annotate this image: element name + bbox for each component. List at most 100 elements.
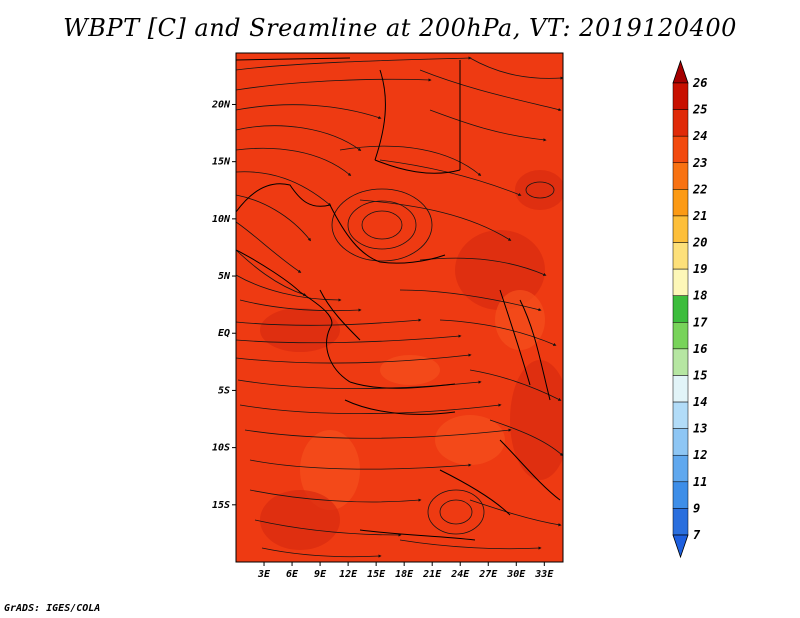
country-border [359,529,476,541]
streamline [236,221,302,273]
colorbar-swatch [672,375,689,403]
field-patch [260,490,340,550]
field-patch [510,360,563,480]
streamline [236,274,342,302]
streamline [399,289,542,312]
credit-text: GrADS: IGES/COLA [4,603,101,614]
colorbar-label: 14 [693,395,707,409]
streamline [261,547,382,558]
colorbar-bottom-arrow [672,534,689,559]
streamline [469,57,563,80]
lat-label: 10N [212,214,231,225]
streamline [399,539,542,550]
streamline [236,125,362,151]
streamline [236,147,352,177]
lat-label: 15S [212,500,230,511]
colorbar-swatch [672,82,689,110]
lat-label: 5S [218,385,230,396]
colorbar-label: 26 [692,76,707,90]
streamline [439,319,557,346]
lon-label: 30E [506,569,526,580]
colorbar-label: 13 [693,422,707,436]
map-title: WBPT [C] and Sreamline at 200hPa, VT: 20… [63,14,737,42]
colorbar-swatch [672,135,689,164]
circulation-streamline [439,499,473,525]
lon-labels: 3E 6E 9E 12E 15E 18E 21E 24E 27E 30E 33E [257,569,554,580]
colorbar-swatch [672,242,689,270]
streamline [249,459,472,470]
streamline [339,145,482,177]
country-border [374,69,386,161]
streamline [489,419,563,457]
streamline [429,109,547,142]
streamline [249,489,422,503]
colorbar-swatch [672,295,689,323]
country-border [519,299,551,401]
country-border [344,399,456,415]
field-patch [380,355,440,385]
colorbar-label: 11 [693,475,707,489]
colorbar-swatch [672,162,689,190]
field-patch [495,290,545,350]
colorbar-label: 17 [693,315,708,329]
lon-label: 9E [314,569,327,580]
lat-label: 10S [212,443,230,454]
lon-label: 33E [534,569,554,580]
country-border [349,381,456,389]
country-border [439,469,511,516]
streamline [236,334,462,344]
circulation-streamline [347,200,417,250]
colorbar-label: 25 [692,103,707,117]
lat-labels: 20N 15N 10N 5N EQ 5S 10S 15S [211,99,231,510]
streamline [236,318,422,326]
lon-label: 15E [367,569,386,580]
lon-label: 21E [422,569,442,580]
streamline [419,257,547,276]
country-border [374,159,461,174]
country-border [236,249,351,383]
lat-label: 15N [212,157,231,168]
country-border [319,289,361,341]
lon-label: 6E [286,569,299,580]
country-border [236,57,351,61]
streamline [419,69,562,112]
streamline [236,249,307,297]
streamline [239,403,502,415]
colorbar-swatch [672,189,689,217]
axis-ticks [232,103,545,566]
lat-label: 20N [211,99,231,110]
colorbar: 26 25 24 23 22 21 20 19 18 17 16 15 14 13 12 11 9 7 [672,59,708,559]
colorbar-swatch [672,454,689,483]
colorbar-label: 23 [692,156,707,170]
colorbar-label: 15 [693,368,707,382]
country-border [236,183,446,264]
colorbar-label: 22 [692,182,707,196]
country-borders [236,57,561,541]
streamline [239,299,362,312]
colorbar-label: 9 [693,501,700,515]
streamline [469,499,562,527]
streamline [244,428,512,439]
lat-label: EQ [218,328,230,339]
lon-label: 3E [257,569,271,580]
circulation-streamline [331,188,433,262]
lon-label: 18E [395,569,414,580]
streamline [379,159,522,196]
colorbar-swatch [672,268,689,296]
colorbar-swatch [672,508,689,536]
colorbar-swatch [672,109,689,137]
lon-label: 12E [339,569,358,580]
streamline [236,56,472,71]
lon-label: 27E [478,569,498,580]
lat-label: 5N [218,271,231,282]
colorbar-swatch [672,401,689,429]
colorbar-swatch [672,215,689,243]
field-patch [455,230,545,310]
streamlines [236,56,563,558]
streamline [236,171,332,207]
colorbar-swatch [672,348,689,376]
colorbar-swatch [672,322,689,350]
streamline [359,199,512,241]
streamline [236,78,432,91]
